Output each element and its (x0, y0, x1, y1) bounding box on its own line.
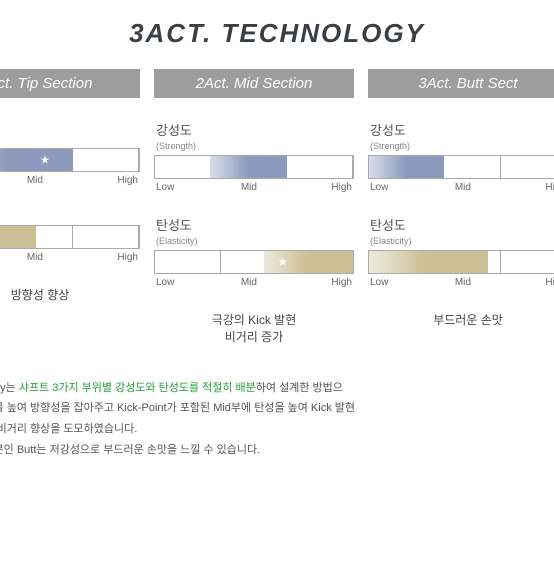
desc-4: 손잡이 부분인 Butt는 저강성으로 부드러운 손맛을 느낄 수 있습니다. (0, 440, 546, 461)
description: Technology는 샤프트 3가지 부위별 강성도와 탄성도를 적절히 배분… (0, 378, 554, 462)
desc-1a: Technology는 (0, 382, 19, 394)
elasticity-label: y) (0, 208, 140, 223)
desc-1c: 하여 설계한 방법으 (256, 382, 343, 394)
section-summary: 부드러운 손맛 (368, 312, 554, 329)
strength-sublabel: (Strength) (368, 141, 554, 151)
bar-container (154, 155, 354, 179)
section-column: 2Act. Mid Section 강성도 (Strength) LowMidHigh… (154, 69, 354, 346)
desc-3: ㅏ를 통한 비거리 향상을 도모하였습니다. (0, 419, 546, 440)
desc-2: 의 강성도를 높여 방향성을 잡아주고 Kick-Point가 포함된 Mid부… (0, 398, 546, 419)
elasticity-sublabel: (Elasticity) (154, 236, 354, 246)
elasticity-sublabel: (Elasticity) (368, 236, 554, 246)
axis-labels: LowMidHigh (154, 182, 354, 193)
axis-labels: LowMidHigh (368, 277, 554, 288)
section-column: Act. Tip Section ★ LowMidHigh y) LowMidHigh 방… (0, 69, 140, 346)
strength-label: 강성도 (368, 120, 554, 139)
section-summary: 방향성 향상 (0, 287, 140, 304)
section-column: 3Act. Butt Sect 강성도 (Strength) LowMidHigh 탄성… (368, 69, 554, 346)
bar-container (368, 250, 554, 274)
section-header: 3Act. Butt Sect (368, 69, 554, 98)
section-header: Act. Tip Section (0, 69, 140, 98)
section-summary: 극강의 Kick 발현비거리 증가 (154, 312, 354, 346)
axis-labels: LowMidHigh (0, 175, 140, 186)
strength-sublabel: (Strength) (154, 141, 354, 151)
elasticity-label: 탄성도 (368, 215, 554, 234)
desc-1b: 샤프트 3가지 부위별 강성도와 탄성도를 적절히 배분 (19, 382, 256, 394)
star-icon: ★ (40, 154, 50, 167)
axis-labels: LowMidHigh (154, 277, 354, 288)
star-icon: ★ (278, 256, 288, 269)
bar-container (0, 225, 140, 249)
bar-container (368, 155, 554, 179)
section-header: 2Act. Mid Section (154, 69, 354, 98)
bar-container: ★ (154, 250, 354, 274)
strength-label: 강성도 (154, 120, 354, 139)
bar-container: ★ (0, 148, 140, 172)
axis-labels: LowMidHigh (0, 252, 140, 263)
main-title: 3ACT. TECHNOLOGY (0, 18, 554, 49)
columns-container: Act. Tip Section ★ LowMidHigh y) LowMidHigh 방… (0, 69, 554, 346)
axis-labels: LowMidHigh (368, 182, 554, 193)
elasticity-label: 탄성도 (154, 215, 354, 234)
